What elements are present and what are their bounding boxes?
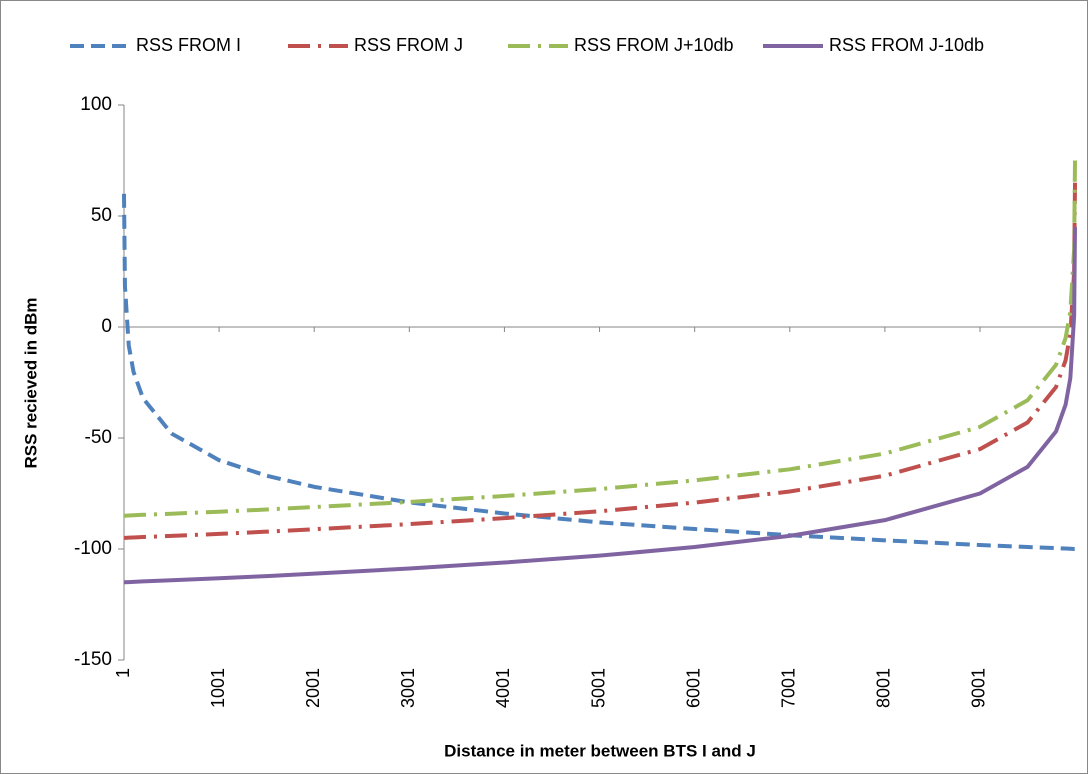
x-tick-label: 4001 <box>493 668 513 708</box>
x-tick-label: 1001 <box>208 668 228 708</box>
x-axis-title: Distance in meter between BTS I and J <box>444 741 756 760</box>
series-line <box>122 160 1077 518</box>
series-line <box>122 193 1077 551</box>
x-tick-label: 8001 <box>874 668 894 708</box>
y-tick-label: -100 <box>74 538 112 559</box>
y-tick-label: -150 <box>74 649 112 670</box>
legend-label: RSS FROM I <box>136 35 241 55</box>
y-axis-title: RSS recieved in dBm <box>21 297 40 468</box>
x-tick-label: 5001 <box>588 668 608 708</box>
x-tick-label: 1 <box>113 668 133 678</box>
series-line <box>122 227 1077 585</box>
legend-label: RSS FROM J <box>354 35 463 55</box>
y-tick-label: -50 <box>85 427 112 448</box>
legend-label: RSS FROM J+10db <box>574 35 734 55</box>
x-tick-label: 3001 <box>398 668 418 708</box>
y-tick-label: 50 <box>91 205 112 226</box>
legend-label: RSS FROM J-10db <box>829 35 984 55</box>
y-tick-label: 100 <box>80 94 112 115</box>
x-tick-label: 9001 <box>969 668 989 708</box>
x-tick-label: 6001 <box>683 668 703 708</box>
x-tick-label: 7001 <box>779 668 799 708</box>
y-tick-label: 0 <box>101 316 112 337</box>
series-line <box>122 182 1077 540</box>
x-tick-label: 2001 <box>303 668 323 708</box>
